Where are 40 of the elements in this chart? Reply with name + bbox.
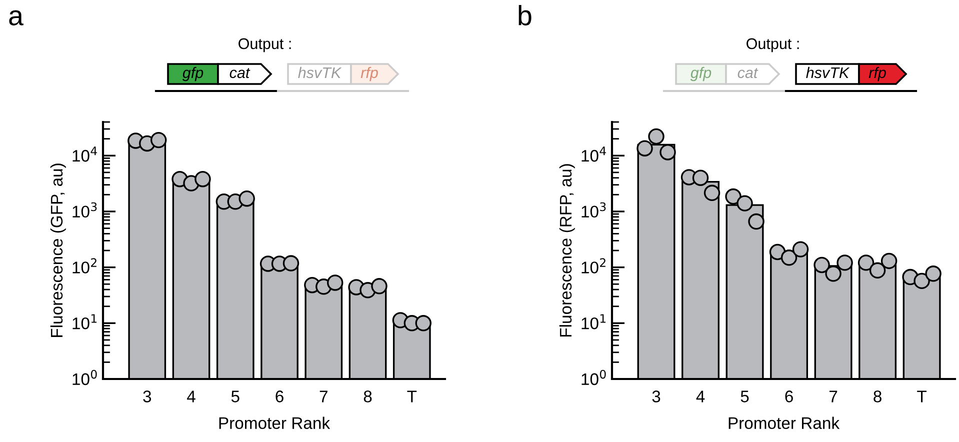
text: gfp xyxy=(182,66,204,82)
y-tick-label: 10$^{3}$ xyxy=(72,202,97,218)
x-axis-title: Promoter Rank xyxy=(728,416,840,429)
x-tick-label: T xyxy=(917,390,927,402)
x-tick-label: T xyxy=(407,390,417,402)
chart-title: b xyxy=(518,5,532,26)
text: cat xyxy=(738,68,758,78)
x-tick-label: 4 xyxy=(696,390,705,402)
chart-title: a xyxy=(9,10,24,26)
y-tick-label: 10$^{4}$ xyxy=(72,146,97,162)
y-tick-label: 10$^{2}$ xyxy=(72,258,96,274)
x-tick-label: 5 xyxy=(740,390,749,402)
x-tick-label: 3 xyxy=(652,390,660,402)
y-tick-label: 10$^{3}$ xyxy=(582,202,606,218)
x-tick-label: 7 xyxy=(320,390,328,402)
text: hsvTK xyxy=(298,66,342,78)
x-axis-title: Promoter Rank xyxy=(219,416,330,429)
y-tick-label: 10$^{1}$ xyxy=(72,314,97,330)
x-tick-label: 6 xyxy=(276,390,284,402)
y-tick-label: 10$^{1}$ xyxy=(582,314,606,330)
x-tick-label: 5 xyxy=(231,390,240,402)
x-tick-label: 7 xyxy=(830,390,838,402)
x-tick-label: 6 xyxy=(785,390,793,402)
y-tick-label: 10$^{0}$ xyxy=(582,370,606,386)
text: hsvTK xyxy=(806,66,850,78)
y-tick-label: 10$^{4}$ xyxy=(582,146,606,162)
x-tick-label: 3 xyxy=(143,390,152,402)
y-axis-title: Fluorescence (GFP, au) xyxy=(50,164,66,337)
y-tick-label: 10$^{0}$ xyxy=(72,370,97,386)
x-tick-label: 4 xyxy=(187,390,196,402)
x-tick-label: 8 xyxy=(364,390,372,402)
text: rfp xyxy=(360,66,378,82)
x-tick-label: 8 xyxy=(874,390,882,402)
y-tick-label: 10$^{2}$ xyxy=(582,258,606,274)
text: gfp xyxy=(690,66,712,82)
y-axis-title: Fluorescence (RFP, au) xyxy=(559,164,575,337)
chart-subtitle: Output : xyxy=(238,38,291,52)
chart-subtitle: Output : xyxy=(746,38,799,52)
text: rfp xyxy=(868,66,886,82)
text: cat xyxy=(230,68,250,78)
